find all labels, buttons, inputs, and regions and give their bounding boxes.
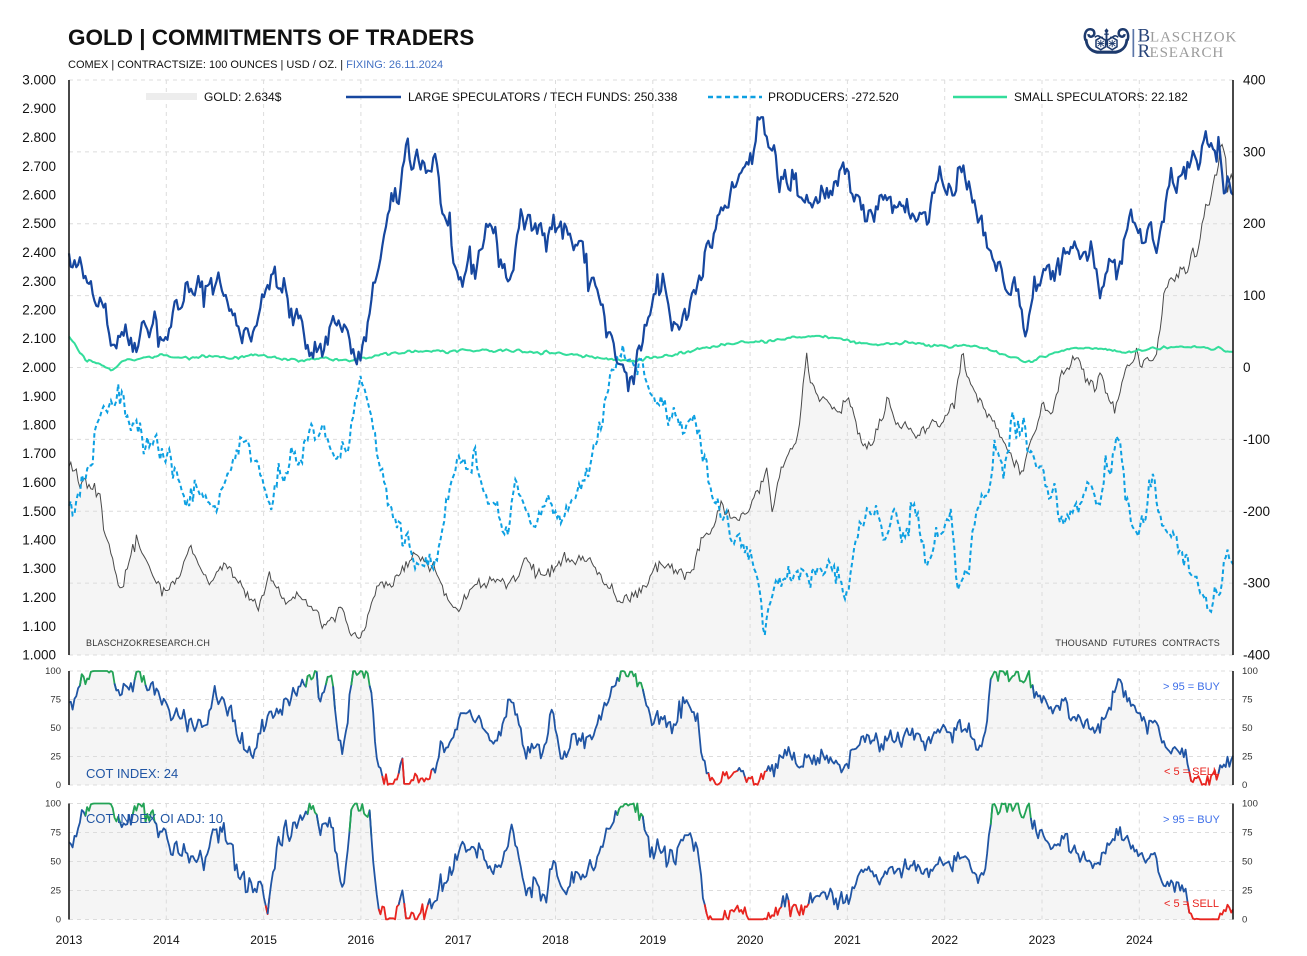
- svg-text:50: 50: [1242, 723, 1253, 734]
- svg-text:1.500: 1.500: [22, 504, 56, 519]
- svg-text:2014: 2014: [153, 933, 180, 947]
- svg-text:GOLD: 2.634$: GOLD: 2.634$: [204, 90, 282, 104]
- svg-text:-400: -400: [1243, 648, 1270, 663]
- svg-text:75: 75: [1242, 695, 1253, 706]
- svg-text:25: 25: [50, 752, 61, 763]
- svg-text:100: 100: [45, 666, 61, 677]
- svg-text:0: 0: [1242, 915, 1247, 926]
- svg-text:LASCHZOK: LASCHZOK: [1150, 30, 1237, 46]
- svg-text:2.600: 2.600: [22, 188, 56, 203]
- svg-text:0: 0: [1243, 360, 1251, 375]
- svg-text:THOUSAND FUTURES CONTRACTS: THOUSAND FUTURES CONTRACTS: [1055, 638, 1220, 648]
- svg-text:R: R: [1138, 41, 1151, 62]
- svg-text:-300: -300: [1243, 576, 1270, 591]
- svg-text:2.100: 2.100: [22, 331, 56, 346]
- svg-text:2015: 2015: [250, 933, 277, 947]
- svg-text:2.800: 2.800: [22, 130, 56, 145]
- svg-text:75: 75: [50, 695, 61, 706]
- svg-text:-100: -100: [1243, 432, 1270, 447]
- svg-text:2023: 2023: [1029, 933, 1056, 947]
- svg-text:GOLD | COMMITMENTS OF TRADERS: GOLD | COMMITMENTS OF TRADERS: [68, 25, 474, 50]
- svg-text:2020: 2020: [737, 933, 764, 947]
- svg-text:2.700: 2.700: [22, 159, 56, 174]
- svg-text:1.100: 1.100: [22, 619, 56, 634]
- svg-text:COT INDEX: 24: COT INDEX: 24: [86, 766, 178, 781]
- svg-text:3.000: 3.000: [22, 73, 56, 88]
- svg-text:25: 25: [1242, 886, 1253, 897]
- svg-text:COMEX | CONTRACTSIZE: 100 OUNC: COMEX | CONTRACTSIZE: 100 OUNCES | USD /…: [68, 59, 443, 71]
- svg-text:1.800: 1.800: [22, 418, 56, 433]
- svg-text:25: 25: [1242, 752, 1253, 763]
- svg-text:2017: 2017: [445, 933, 472, 947]
- svg-text:0: 0: [1242, 780, 1247, 791]
- svg-text:1.300: 1.300: [22, 561, 56, 576]
- svg-text:2.900: 2.900: [22, 101, 56, 116]
- svg-text:50: 50: [50, 857, 61, 868]
- svg-text:2019: 2019: [639, 933, 666, 947]
- svg-text:1.000: 1.000: [22, 648, 56, 663]
- svg-text:2024: 2024: [1126, 933, 1153, 947]
- svg-text:2022: 2022: [931, 933, 958, 947]
- svg-text:75: 75: [50, 828, 61, 839]
- svg-text:75: 75: [1242, 828, 1253, 839]
- svg-text:2.300: 2.300: [22, 274, 56, 289]
- svg-text:COT INDEX OI ADJ: 10: COT INDEX OI ADJ: 10: [86, 811, 223, 826]
- svg-text:1.200: 1.200: [22, 590, 56, 605]
- svg-text:100: 100: [1242, 799, 1258, 810]
- svg-text:2.200: 2.200: [22, 303, 56, 318]
- svg-text:100: 100: [45, 799, 61, 810]
- svg-text:50: 50: [1242, 857, 1253, 868]
- svg-text:-200: -200: [1243, 504, 1270, 519]
- svg-text:1.700: 1.700: [22, 446, 56, 461]
- svg-text:400: 400: [1243, 73, 1266, 88]
- svg-text:B: B: [1138, 26, 1151, 47]
- svg-text:1.400: 1.400: [22, 533, 56, 548]
- svg-text:1.600: 1.600: [22, 475, 56, 490]
- svg-text:PRODUCERS: -272.520: PRODUCERS: -272.520: [768, 90, 899, 104]
- svg-text:> 95 = BUY: > 95 = BUY: [1163, 814, 1221, 826]
- svg-text:2013: 2013: [56, 933, 83, 947]
- svg-text:2016: 2016: [348, 933, 375, 947]
- svg-text:25: 25: [50, 886, 61, 897]
- svg-text:SMALL SPECULATORS: 22.182: SMALL SPECULATORS: 22.182: [1014, 90, 1188, 104]
- svg-text:300: 300: [1243, 144, 1266, 159]
- svg-text:100: 100: [1242, 666, 1258, 677]
- svg-text:0: 0: [56, 780, 61, 791]
- svg-text:LARGE SPECULATORS / TECH FUNDS: LARGE SPECULATORS / TECH FUNDS: 250.338: [408, 90, 678, 104]
- svg-text:2021: 2021: [834, 933, 861, 947]
- svg-text:< 5 = SELL: < 5 = SELL: [1164, 898, 1219, 910]
- svg-text:BLASCHZOKRESEARCH.CH: BLASCHZOKRESEARCH.CH: [86, 638, 210, 648]
- svg-text:< 5 = SELL: < 5 = SELL: [1164, 766, 1219, 778]
- svg-text:2.000: 2.000: [22, 360, 56, 375]
- svg-text:1.900: 1.900: [22, 389, 56, 404]
- svg-text:2.400: 2.400: [22, 245, 56, 260]
- svg-text:100: 100: [1243, 288, 1266, 303]
- svg-text:2.500: 2.500: [22, 216, 56, 231]
- svg-text:200: 200: [1243, 216, 1266, 231]
- svg-text:2018: 2018: [542, 933, 569, 947]
- svg-text:ESEARCH: ESEARCH: [1150, 45, 1225, 61]
- svg-text:> 95 = BUY: > 95 = BUY: [1163, 681, 1221, 693]
- svg-text:0: 0: [56, 915, 61, 926]
- svg-text:50: 50: [50, 723, 61, 734]
